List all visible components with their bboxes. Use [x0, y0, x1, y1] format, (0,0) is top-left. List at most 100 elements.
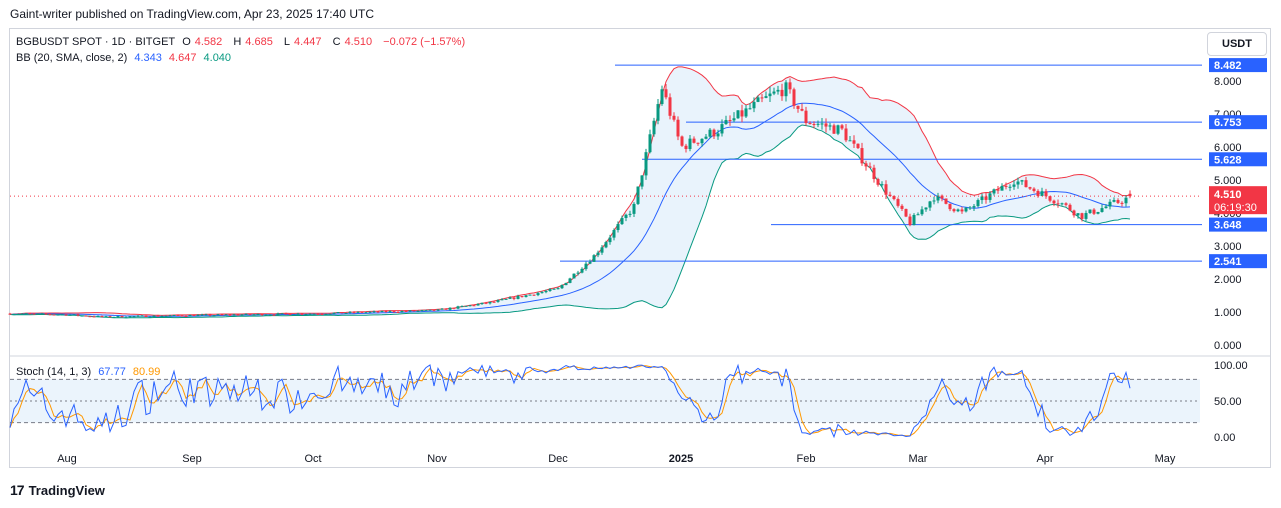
candle-body: [988, 193, 992, 200]
y-axis-tick: 6.000: [1214, 142, 1242, 154]
candle-body: [308, 313, 312, 315]
candle-body: [92, 316, 96, 318]
candle-body: [812, 123, 816, 125]
candle-body: [248, 313, 252, 315]
candle-body: [556, 288, 560, 290]
candle-body: [440, 308, 444, 310]
candle-body: [444, 308, 448, 310]
candle-body: [696, 142, 700, 144]
x-axis-tick: Feb: [797, 453, 816, 465]
candle-body: [84, 315, 88, 317]
y-axis-tick: 0.000: [1214, 340, 1242, 352]
candle-body: [952, 209, 956, 212]
candle-body: [744, 108, 748, 117]
candle-body: [300, 313, 304, 315]
candle-body: [404, 311, 408, 313]
candle-body: [620, 217, 624, 225]
candle-body: [596, 252, 600, 256]
x-axis-tick: 2025: [669, 453, 693, 465]
candle-body: [868, 166, 872, 168]
candle-body: [488, 301, 492, 304]
open-label: O: [182, 36, 191, 48]
countdown-label: 06:19:30: [1214, 202, 1257, 214]
candle-body: [112, 317, 116, 319]
candle-body: [796, 105, 800, 109]
candle-body: [956, 209, 960, 212]
candle-body: [332, 312, 336, 314]
candle-body: [324, 313, 328, 315]
candle-body: [872, 167, 876, 180]
candle-body: [116, 316, 120, 318]
candle-body: [388, 311, 392, 313]
candle-body: [464, 305, 468, 307]
candle-body: [268, 314, 272, 316]
candle-body: [1128, 193, 1132, 197]
high-value: 4.685: [245, 36, 273, 48]
candle-body: [892, 195, 896, 200]
candle-body: [8, 313, 12, 315]
candle-body: [184, 315, 188, 317]
candle-body: [832, 125, 836, 134]
candle-body: [436, 309, 440, 311]
candle-body: [372, 311, 376, 313]
candle-body: [764, 96, 768, 98]
candle-body: [76, 314, 80, 316]
close-value: 4.510: [344, 36, 373, 48]
candle-body: [448, 307, 452, 310]
candle-body: [384, 310, 388, 312]
candle-body: [348, 311, 352, 313]
candle-body: [216, 314, 220, 316]
stoch-legend[interactable]: Stoch (14, 1, 3) 67.77 80.99: [16, 366, 164, 378]
x-axis-tick: Apr: [1036, 453, 1053, 465]
candle-body: [244, 313, 248, 315]
candle-body: [724, 120, 728, 125]
candle-body: [460, 306, 464, 308]
candle-body: [456, 306, 460, 309]
candle-body: [592, 255, 596, 262]
candle-body: [1012, 184, 1016, 187]
candle-body: [1088, 209, 1092, 214]
candle-body: [12, 314, 16, 316]
candle-body: [124, 317, 128, 319]
candle-body: [704, 136, 708, 139]
bb-basis-line: [9, 102, 1131, 317]
candle-body: [508, 297, 512, 299]
candle-body: [940, 195, 944, 199]
candle-body: [340, 312, 344, 314]
currency-button[interactable]: USDT: [1207, 32, 1267, 56]
stoch-k-line: [9, 363, 1131, 439]
candle-body: [28, 313, 32, 315]
candle-body: [484, 302, 488, 304]
bb-label[interactable]: BB (20, SMA, close, 2): [16, 52, 128, 64]
stoch-label[interactable]: Stoch (14, 1, 3): [16, 366, 92, 378]
candle-body: [280, 313, 284, 315]
candle-body: [852, 140, 856, 144]
candle-body: [428, 309, 432, 311]
candle-body: [572, 273, 576, 279]
candle-body: [204, 314, 208, 316]
candle-body: [1120, 202, 1124, 204]
candle-body: [136, 315, 140, 317]
candle-body: [964, 207, 968, 212]
tradingview-brand: TradingView: [28, 482, 105, 498]
symbol-label[interactable]: BGBUSDT SPOT · 1D · BITGET: [16, 36, 176, 48]
candle-body: [352, 311, 356, 313]
level-price-label-bg: [1209, 152, 1267, 167]
candle-body: [976, 200, 980, 207]
symbol-legend[interactable]: BGBUSDT SPOT · 1D · BITGET O 4.582 H 4.685…: [16, 36, 469, 48]
x-axis-tick: May: [1155, 453, 1176, 465]
candle-body: [60, 314, 64, 316]
open-value: 4.582: [194, 36, 223, 48]
candle-body: [700, 138, 704, 144]
candle-body: [328, 313, 332, 315]
low-label: L: [283, 36, 291, 48]
candle-body: [588, 261, 592, 264]
bb-legend[interactable]: BB (20, SMA, close, 2) 4.343 4.647 4.040: [16, 52, 235, 64]
candle-body: [748, 108, 752, 110]
candle-body: [1096, 211, 1100, 214]
candle-body: [768, 93, 772, 97]
candle-body: [368, 311, 372, 313]
level-price-label: 8.482: [1214, 60, 1242, 72]
candle-body: [1056, 203, 1060, 205]
